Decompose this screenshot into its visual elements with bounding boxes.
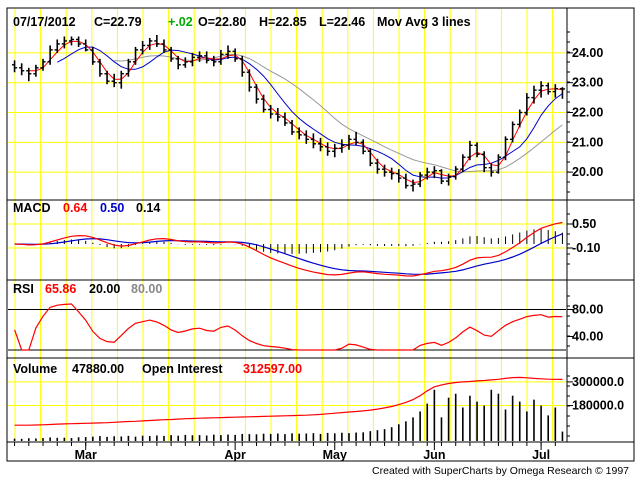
macd-line [14, 221, 563, 277]
axis-layer: 24.00 23.00 22.00 21.00 20.00 0.50 -0.10 80.00 4… [14, 31, 624, 462]
macd-legend-signal: 0.50 [100, 201, 124, 215]
rsi-legend-low: 20.00 [89, 282, 120, 296]
y-axis-tick-label: 21.00 [572, 135, 603, 149]
macd-legend-title: MACD [13, 201, 51, 215]
volume-panel [13, 376, 564, 441]
open-interest-legend-title: Open Interest [142, 362, 223, 376]
y-axis-tick-label: 23.00 [572, 76, 603, 90]
y-axis-tick-label: 0.50 [572, 217, 596, 231]
price-header-low: L=22.46 [319, 15, 365, 29]
rsi-panel [8, 303, 566, 351]
y-axis-tick-label: 20.00 [572, 165, 603, 179]
moving-average-7-line [57, 46, 563, 179]
macd-legend-macd: 0.64 [63, 201, 87, 215]
x-axis-month-label: Mar [75, 448, 97, 462]
rsi-legend-title: RSI [13, 282, 34, 296]
macd-panel [14, 221, 563, 277]
price-header-open: O=22.80 [198, 15, 246, 29]
price-header-date: 07/17/2012 [13, 15, 76, 29]
price-panel [11, 34, 566, 192]
price-header-change: +.02 [168, 15, 193, 29]
y-axis-tick-label: -0.10 [572, 241, 601, 255]
x-axis-month-label: Jul [532, 448, 550, 462]
grid-layer [8, 9, 566, 441]
rsi-line [14, 303, 563, 351]
y-axis-tick-label: 80.00 [572, 303, 603, 317]
panel-dividers [7, 8, 634, 443]
x-axis-month-label: Jun [423, 448, 445, 462]
x-axis-month-label: Apr [224, 448, 246, 462]
footer-credit: Created with SuperCharts by Omega Resear… [372, 465, 629, 477]
macd-signal-line [14, 233, 563, 275]
y-axis-tick-label: 300000.0 [572, 375, 624, 389]
plot-frame [6, 7, 635, 462]
open-interest-line [14, 376, 563, 426]
x-axis-month-label: May [323, 448, 347, 462]
rsi-legend-value: 65.86 [45, 282, 76, 296]
open-interest-legend-value: 312597.00 [243, 362, 302, 376]
y-axis-tick-label: 180000.0 [572, 399, 624, 413]
rsi-legend-high: 80.00 [131, 282, 162, 296]
y-axis-tick-label: 40.00 [572, 330, 603, 344]
moving-average-3-line [28, 40, 563, 184]
volume-legend-value: 47880.00 [72, 362, 124, 376]
price-header-indicator: Mov Avg 3 lines [377, 15, 471, 29]
price-header-high: H=22.85 [259, 15, 307, 29]
y-axis-tick-label: 22.00 [572, 106, 603, 120]
price-header-close: C=22.79 [94, 15, 142, 29]
macd-legend-diff: 0.14 [136, 201, 160, 215]
y-axis-tick-label: 24.00 [572, 46, 603, 60]
volume-legend-title: Volume [13, 362, 57, 376]
moving-average-15-line [114, 53, 563, 173]
